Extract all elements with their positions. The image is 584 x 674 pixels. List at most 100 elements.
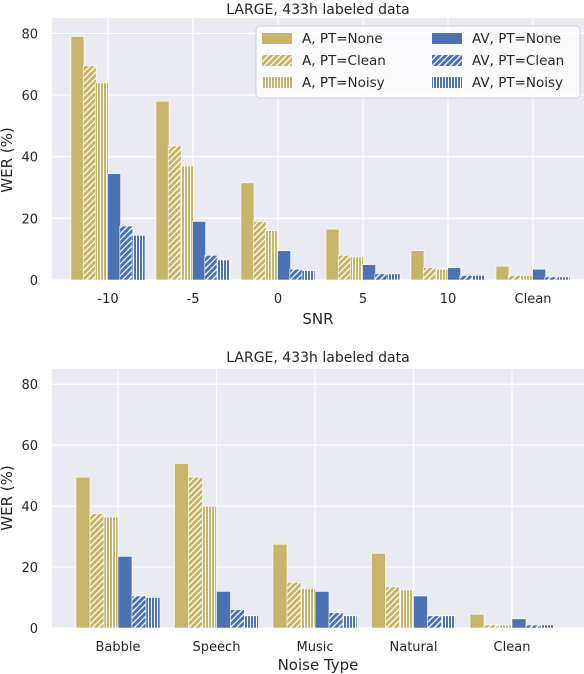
x-tick-label: 10 (440, 292, 457, 307)
x-tick-label: Clean (515, 292, 552, 307)
bar (289, 268, 304, 281)
bar (350, 256, 364, 281)
bar (520, 275, 534, 281)
y-tick-label: 0 (30, 622, 38, 637)
bar (471, 275, 486, 281)
bar (131, 235, 146, 281)
bar (507, 275, 522, 281)
y-tick-label: 60 (21, 439, 38, 454)
y-axis-label: WER (%) (0, 127, 16, 192)
legend-swatch (262, 77, 292, 88)
x-ticks: Babble Speech Music Natural Clean (96, 640, 531, 655)
bar (328, 612, 344, 629)
bar (82, 65, 97, 281)
bars (75, 463, 555, 629)
bar (435, 268, 449, 281)
bar (230, 609, 245, 629)
y-tick-label: 60 (21, 89, 38, 104)
legend: A, PT=None A, PT=Clean A, PT=Noisy AV, PT=N… (255, 25, 581, 99)
legend-label: AV, PT=Noisy (472, 75, 563, 91)
bar (410, 250, 425, 281)
legend-box (255, 25, 581, 99)
bar (483, 624, 499, 629)
bar (70, 36, 85, 281)
y-tick-label: 40 (21, 500, 38, 515)
x-tick-label: Natural (390, 640, 438, 655)
bar (413, 595, 428, 629)
legend-swatch (432, 55, 462, 66)
x-axis-label: Noise Type (278, 656, 359, 674)
bar (167, 145, 182, 281)
bar (192, 221, 206, 281)
x-axis-label: SNR (302, 310, 333, 328)
bar (95, 82, 109, 281)
y-tick-label: 80 (21, 27, 38, 42)
bar (422, 267, 437, 281)
chart-title: LARGE, 433h labeled data (226, 2, 409, 18)
bar (174, 463, 189, 629)
bar (286, 581, 302, 629)
bar (427, 615, 442, 629)
bar (277, 250, 291, 281)
legend-label: AV, PT=None (472, 31, 561, 47)
bars (70, 36, 571, 281)
bar (374, 273, 389, 281)
x-ticks: -10 -5 0 5 10 Clean (97, 292, 551, 307)
bar (532, 268, 546, 281)
bar (272, 543, 288, 629)
bar (441, 615, 456, 629)
bar (539, 624, 555, 629)
bar (525, 624, 541, 629)
x-tick-label: 0 (274, 292, 282, 307)
bar (385, 586, 400, 629)
legend-swatch (432, 33, 462, 44)
bar (556, 276, 571, 281)
bar (469, 613, 485, 629)
bar (301, 270, 316, 281)
bar (180, 165, 194, 281)
legend-swatch (432, 77, 462, 88)
bar (244, 615, 259, 629)
bar (362, 264, 376, 281)
legend-label: AV, PT=Clean (472, 53, 564, 69)
y-tick-label: 20 (21, 212, 38, 227)
x-tick-label: Babble (96, 640, 141, 655)
legend-label: A, PT=None (302, 31, 383, 47)
legend-swatch (262, 33, 292, 44)
y-ticks: 0 20 40 60 80 (21, 27, 38, 289)
bar (75, 476, 91, 629)
bar (131, 595, 147, 629)
x-tick-label: -5 (187, 292, 200, 307)
legend-label: A, PT=Noisy (302, 75, 385, 91)
bar (325, 228, 340, 281)
bar (252, 221, 267, 281)
bar (89, 513, 105, 629)
bar (544, 276, 559, 281)
y-axis-label: WER (%) (0, 465, 16, 530)
x-tick-label: 5 (359, 292, 367, 307)
bar (202, 505, 217, 629)
bar (399, 589, 414, 629)
bar (103, 516, 119, 629)
x-tick-label: Speech (193, 640, 241, 655)
bar (342, 615, 358, 629)
bar (204, 255, 219, 281)
bar (240, 182, 255, 281)
legend-swatch (262, 55, 292, 66)
bar (459, 275, 474, 281)
bar (386, 273, 401, 281)
y-ticks: 0 20 40 60 80 (21, 378, 38, 637)
x-tick-label: Music (297, 640, 334, 655)
plot-area (52, 369, 584, 628)
legend-label: A, PT=Clean (302, 53, 386, 69)
bar (371, 553, 386, 629)
y-tick-label: 20 (21, 561, 38, 576)
bar (216, 259, 231, 281)
bar (216, 591, 231, 629)
bar (497, 624, 513, 629)
bar (265, 230, 279, 281)
bar (511, 618, 527, 629)
bar (117, 556, 133, 629)
y-tick-label: 80 (21, 378, 38, 393)
y-tick-label: 40 (21, 151, 38, 166)
